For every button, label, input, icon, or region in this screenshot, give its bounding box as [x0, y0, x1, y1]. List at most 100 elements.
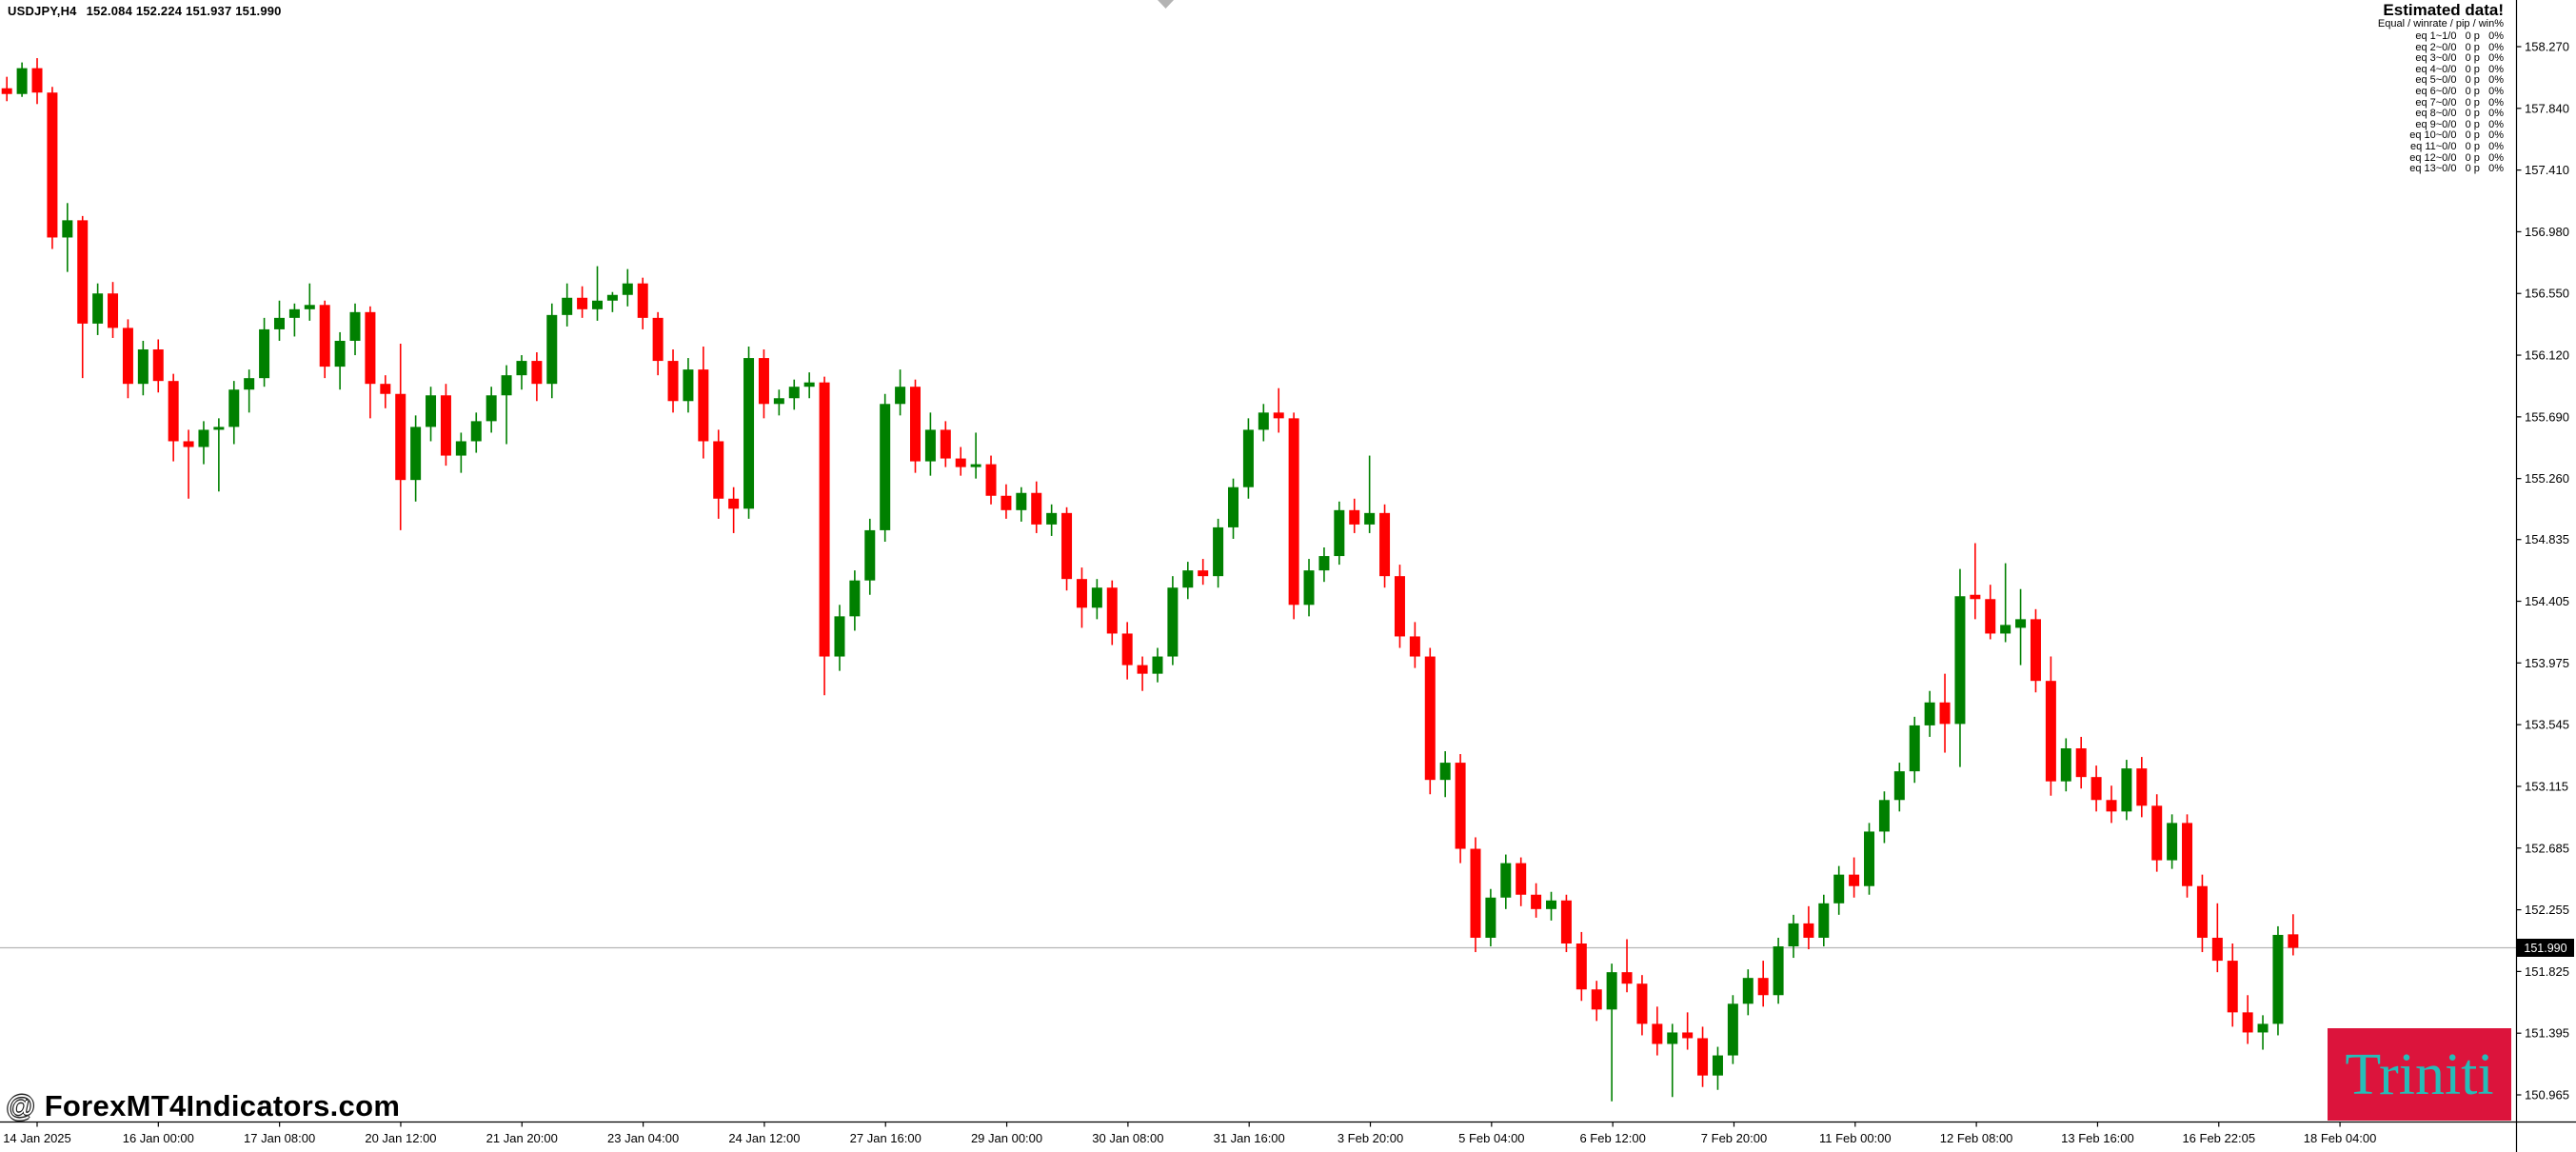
candle-body: [1273, 412, 1284, 419]
candle-body: [924, 429, 936, 462]
candle-body: [1516, 863, 1527, 895]
price-axis-label: 153.545: [2525, 718, 2569, 732]
candle-body: [955, 458, 966, 467]
candle-body: [895, 387, 906, 405]
price-axis-label: 157.840: [2525, 101, 2569, 115]
candle-body: [1379, 512, 1391, 577]
candle-body: [244, 378, 255, 390]
estimated-data-row: eq 7~0/0 0 p 0%: [2415, 96, 2504, 109]
candle-body: [834, 616, 845, 657]
candle-body: [31, 68, 43, 93]
candle-body: [1636, 983, 1648, 1024]
time-axis-label: 12 Feb 08:00: [1940, 1131, 2013, 1145]
candle-body: [970, 464, 981, 467]
price-axis-label: 151.395: [2525, 1026, 2569, 1041]
candle-body: [1198, 570, 1209, 577]
price-axis-label: 152.685: [2525, 841, 2569, 855]
candle-body: [652, 317, 664, 362]
candle-body: [1788, 923, 1799, 947]
candle-body: [1334, 509, 1345, 557]
candle-body: [1455, 763, 1466, 849]
estimated-data-rows: eq 1~1/0 0 p 0% eq 2~0/0 0 p 0% eq 3~0/0 0…: [2378, 30, 2504, 175]
candle-body: [1031, 492, 1042, 525]
candle-body: [62, 220, 73, 238]
current-price-badge: 151.990: [2517, 939, 2574, 957]
candle-body: [47, 92, 58, 238]
candle-body: [137, 349, 149, 385]
candle-body: [516, 361, 527, 376]
candle-body: [1909, 725, 1920, 772]
candle-body: [1470, 848, 1481, 938]
time-axis-label: 14 Jan 2025: [3, 1131, 71, 1145]
time-axis-label: 31 Jan 16:00: [1214, 1131, 1285, 1145]
candle-body: [728, 498, 740, 509]
estimated-data-panel: Estimated data! Equal / winrate / pip / …: [2378, 2, 2504, 175]
candle-body: [1076, 579, 1087, 608]
candle-body: [1773, 946, 1784, 996]
candle-body: [2151, 805, 2163, 861]
candle-body: [1394, 576, 1405, 637]
candle-body: [1682, 1032, 1694, 1039]
candle-body: [637, 283, 648, 318]
candle-body: [2045, 681, 2056, 782]
candle-body: [1606, 972, 1617, 1010]
candle-body: [1349, 509, 1360, 525]
candle-body: [743, 358, 755, 509]
candle-body: [1318, 556, 1330, 571]
candle-body: [2106, 800, 2117, 812]
candle-body: [288, 308, 300, 318]
candle-body: [1046, 512, 1058, 525]
candle-body: [1818, 903, 1830, 938]
time-axis-label: 13 Feb 16:00: [2061, 1131, 2134, 1145]
candle-body: [1954, 596, 1966, 725]
candle-body: [2211, 937, 2223, 962]
candle-body: [334, 340, 346, 367]
candle-body: [16, 68, 28, 94]
candle-body: [365, 311, 376, 385]
candle-body: [1833, 874, 1845, 904]
shift-marker-icon: [1158, 0, 1174, 9]
time-axis-label: 17 Jan 08:00: [244, 1131, 315, 1145]
candle-body: [2121, 768, 2132, 812]
candle-body: [531, 361, 543, 385]
time-axis-label: 16 Feb 22:05: [2182, 1131, 2255, 1145]
candle-body: [1560, 900, 1572, 943]
candle-body: [395, 393, 406, 481]
time-axis-label: 21 Jan 20:00: [486, 1131, 558, 1145]
candle-body: [2182, 823, 2193, 886]
candle-body: [470, 421, 482, 442]
candle-body: [819, 382, 830, 657]
symbol-label: USDJPY,H4: [8, 4, 77, 18]
candle-body: [1228, 487, 1239, 527]
candle-body: [1001, 495, 1012, 510]
candle-body: [1106, 587, 1118, 634]
triniti-logo: Triniti: [2328, 1028, 2511, 1121]
price-axis-label: 156.980: [2525, 225, 2569, 239]
candle-body: [591, 300, 603, 309]
candle-body: [1652, 1023, 1663, 1044]
candle-body: [1061, 512, 1073, 580]
time-axis-label: 27 Jan 16:00: [850, 1131, 921, 1145]
candle-body: [122, 328, 133, 385]
candle-body: [546, 314, 558, 385]
candle-body: [1424, 656, 1436, 781]
candle-body: [1, 88, 12, 94]
price-axis-label: 154.405: [2525, 594, 2569, 608]
candle-body: [1258, 412, 1269, 430]
candle-body: [2257, 1023, 2269, 1033]
candle-body: [1970, 594, 1981, 600]
candle-body: [1591, 989, 1602, 1010]
candle-body: [1531, 894, 1542, 909]
candle-body: [455, 441, 466, 456]
candle-body: [803, 382, 815, 387]
candle-body: [273, 317, 285, 329]
candle-body: [940, 429, 951, 459]
price-axis-label: 156.550: [2525, 287, 2569, 301]
price-axis-label: 156.120: [2525, 348, 2569, 363]
candle-body: [758, 358, 769, 405]
candle-body: [1939, 702, 1951, 725]
candle-body: [622, 283, 633, 295]
candle-body: [2075, 748, 2087, 778]
candle-body: [440, 395, 451, 456]
